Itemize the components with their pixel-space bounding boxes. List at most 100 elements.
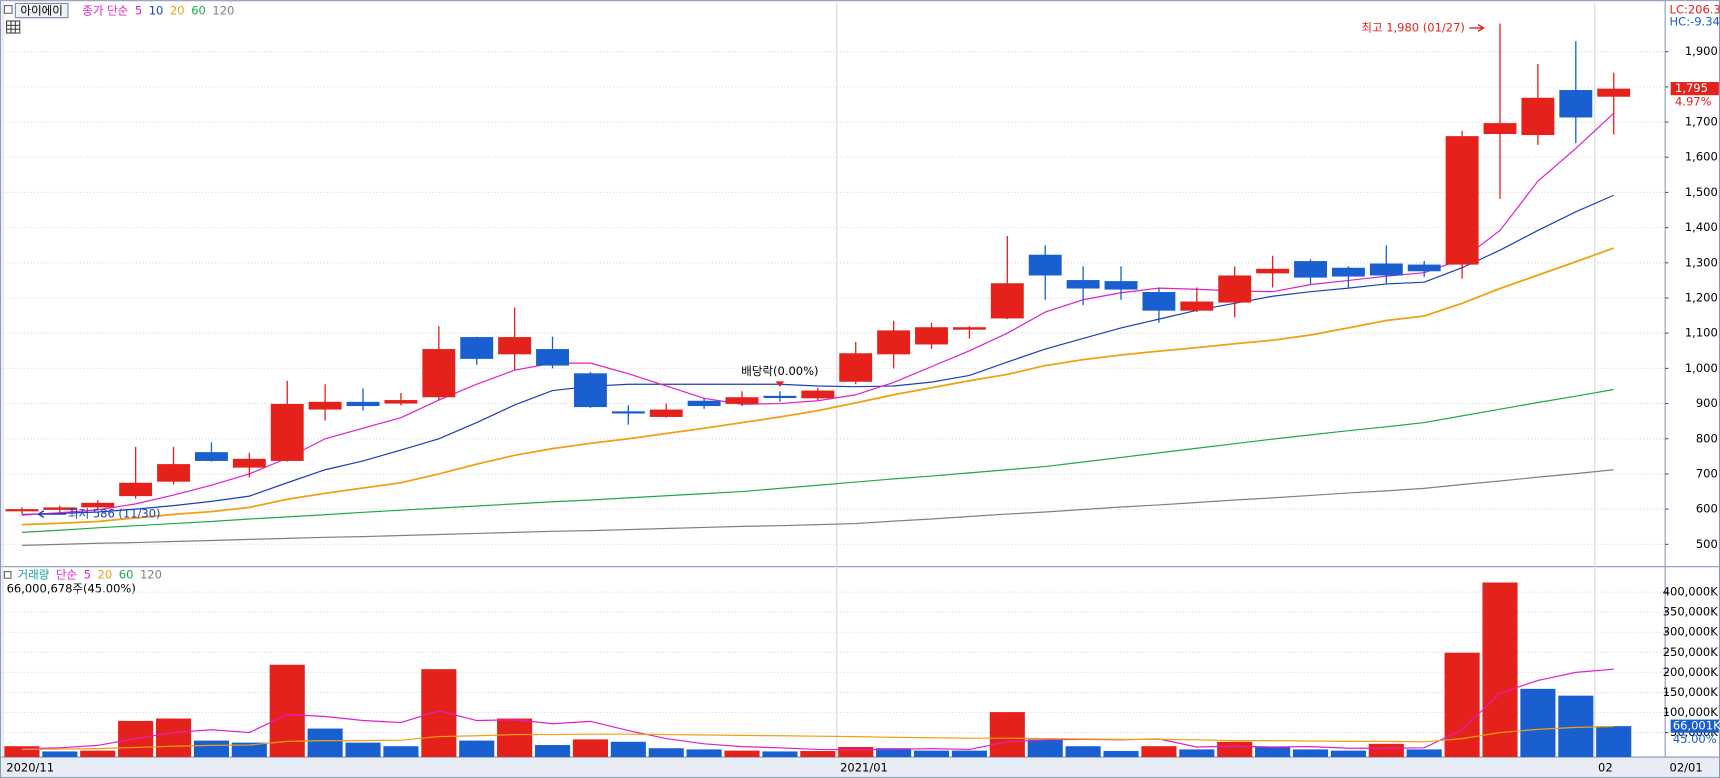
price-axis-area bbox=[1665, 1, 1719, 758]
candle-body bbox=[157, 464, 190, 482]
legend-prefix: 종가 단순 bbox=[82, 4, 128, 18]
moving-average-line bbox=[21, 469, 1614, 546]
volume-bar bbox=[345, 742, 381, 758]
panel-icon[interactable] bbox=[3, 5, 13, 14]
volume-bar bbox=[497, 718, 533, 758]
volume-bar bbox=[572, 739, 608, 758]
candle-body bbox=[308, 401, 342, 410]
y-tick-label: 200,000K bbox=[1663, 665, 1719, 679]
x-tick-label: 02 bbox=[1598, 760, 1613, 774]
candle-body bbox=[1256, 268, 1290, 274]
volume-bar bbox=[1520, 688, 1556, 758]
candle-body bbox=[1521, 97, 1555, 136]
table-icon[interactable] bbox=[6, 20, 21, 34]
volume-bar bbox=[1027, 739, 1063, 758]
volume-bar bbox=[1444, 652, 1480, 758]
y-tick-label: 600 bbox=[1696, 502, 1718, 516]
volume-bar bbox=[1330, 750, 1366, 758]
candle-body bbox=[346, 401, 380, 407]
candle-body bbox=[1180, 301, 1214, 311]
candle-body bbox=[611, 411, 645, 414]
volume-bar bbox=[1179, 749, 1215, 758]
candle-body bbox=[763, 395, 797, 399]
y-tick-label: 1,900 bbox=[1685, 44, 1718, 58]
candle-body bbox=[384, 400, 418, 404]
moving-average-line bbox=[21, 247, 1615, 526]
legend-title: 거래량 bbox=[18, 567, 50, 581]
y-tick-label: 500 bbox=[1696, 537, 1718, 551]
candle-body bbox=[232, 458, 266, 468]
candle-body bbox=[1445, 136, 1479, 265]
y-tick-label: 1,100 bbox=[1685, 326, 1718, 340]
moving-average-line bbox=[21, 194, 1614, 516]
volume-bar bbox=[1255, 747, 1291, 758]
volume-bar bbox=[231, 742, 267, 758]
candle-body bbox=[1142, 292, 1176, 311]
volume-average-line bbox=[21, 725, 1614, 751]
y-tick-label: 1,700 bbox=[1685, 115, 1718, 129]
volume-bar bbox=[1406, 749, 1442, 758]
volume-bar bbox=[459, 740, 495, 758]
volume-bar bbox=[1217, 741, 1253, 758]
volume-bar bbox=[838, 747, 874, 758]
volume-bar bbox=[913, 750, 950, 758]
volume-bar bbox=[269, 664, 305, 758]
volume-bar bbox=[800, 751, 836, 758]
legend-entry: 60 bbox=[191, 4, 206, 18]
candle-body bbox=[801, 390, 835, 399]
candle-body bbox=[839, 353, 873, 382]
candle-body bbox=[573, 373, 607, 408]
candle-body bbox=[725, 397, 759, 404]
volume-bar bbox=[534, 745, 571, 758]
stock-name: 아이에이 bbox=[21, 4, 63, 18]
y-tick-label: 400,000K bbox=[1663, 585, 1719, 599]
volume-bar bbox=[648, 748, 684, 758]
legend-entry: 5 bbox=[84, 567, 91, 581]
volume-bar bbox=[1558, 695, 1594, 758]
x-tick-label: 2021/01 bbox=[840, 760, 888, 774]
legend-entry: 60 bbox=[119, 567, 134, 581]
legend-entry: 120 bbox=[140, 567, 162, 581]
low-note: 최저 586 (11/30) bbox=[68, 507, 161, 521]
volume-bar bbox=[1482, 582, 1518, 758]
candle-body bbox=[687, 400, 721, 407]
volume-info: 66,000,678주(45.00%) bbox=[7, 582, 136, 596]
candle-body bbox=[915, 327, 948, 345]
y-tick-label: 1,600 bbox=[1685, 150, 1718, 164]
candle-body bbox=[270, 403, 304, 461]
candle-body bbox=[81, 502, 115, 508]
legend-entry: 20 bbox=[98, 567, 113, 581]
volume-bar bbox=[724, 750, 760, 758]
legend-entry: 20 bbox=[170, 4, 185, 18]
candle-body bbox=[877, 330, 911, 355]
candle-body bbox=[1407, 264, 1441, 272]
y-tick-label: 800 bbox=[1696, 431, 1718, 445]
volume-bar bbox=[4, 746, 40, 758]
current-volume-box bbox=[1670, 719, 1719, 733]
panel-icon[interactable] bbox=[3, 571, 12, 579]
candle-body bbox=[649, 409, 683, 417]
volume-bar bbox=[989, 712, 1025, 758]
high-note: 최고 1,980 (01/27) bbox=[1361, 20, 1465, 34]
candle-body bbox=[1218, 275, 1252, 303]
volume-bar bbox=[1103, 751, 1139, 758]
candle-body bbox=[498, 337, 532, 355]
lc-label: LC:206.31 bbox=[1670, 3, 1720, 17]
candle-body bbox=[1369, 263, 1403, 276]
volume-bar bbox=[1596, 726, 1632, 758]
y-tick-label: 900 bbox=[1696, 396, 1718, 410]
candle-body bbox=[990, 283, 1024, 319]
legend-entry: 10 bbox=[149, 4, 164, 18]
volume-bar bbox=[193, 740, 229, 758]
ex-dividend-note: 배당락(0.00%) bbox=[741, 364, 818, 378]
volume-bar bbox=[1065, 746, 1101, 758]
volume-bar bbox=[155, 718, 192, 758]
date-axis-area bbox=[1, 757, 1719, 777]
y-tick-label: 1,500 bbox=[1685, 185, 1718, 199]
y-tick-label: 300,000K bbox=[1663, 625, 1719, 639]
volume-bar bbox=[421, 669, 457, 758]
current-volume: 66,001K bbox=[1673, 719, 1720, 733]
volume-bar bbox=[1292, 749, 1329, 758]
stock-name-box[interactable] bbox=[14, 2, 69, 19]
